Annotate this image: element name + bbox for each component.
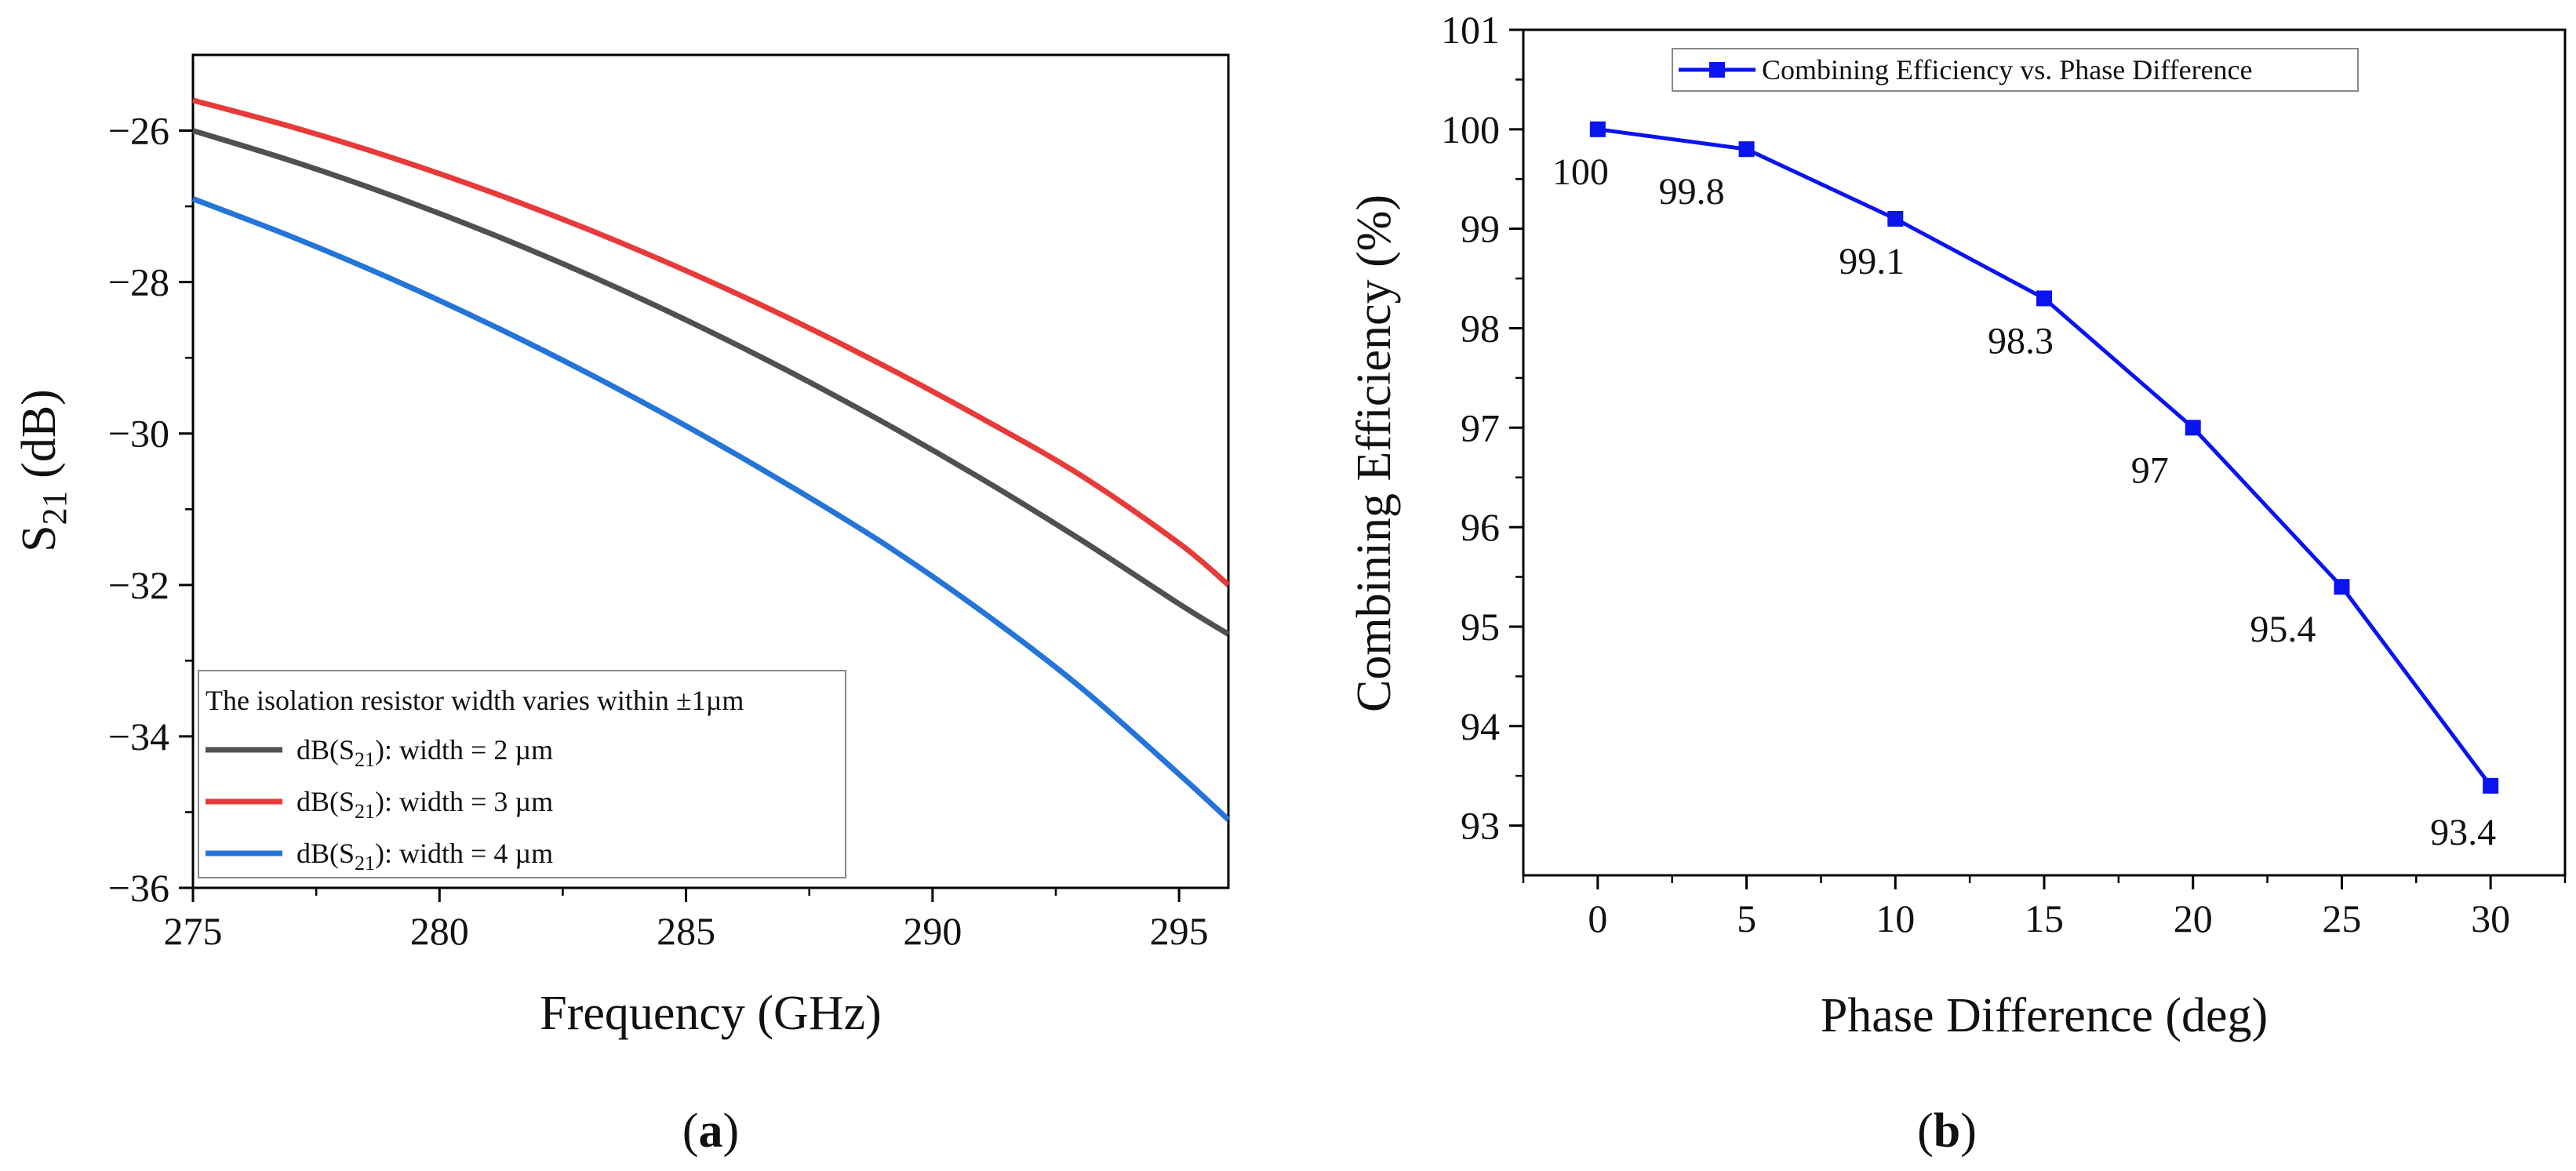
- panel-b-legend: Combining Efficiency vs. Phase Differenc…: [1672, 48, 2359, 92]
- panel-b-y-tick-label: 97: [1461, 405, 1500, 449]
- panel-a-x-tick-label: 285: [657, 909, 715, 953]
- panel-b-legend-label: Combining Efficiency vs. Phase Differenc…: [1762, 54, 2253, 85]
- panel-b-y-tick-label: 96: [1461, 505, 1500, 549]
- panel-b-y-tick-label: 101: [1441, 8, 1500, 52]
- panel-b-data-point: [2483, 777, 2499, 794]
- panel-b-data-point: [2334, 579, 2350, 595]
- panel-a-y-tick-label: −32: [108, 563, 169, 607]
- panel-a-legend-label: dB(S21): width = 4 µm: [297, 838, 553, 875]
- panel-b-data-label: 99.8: [1659, 171, 1725, 213]
- panel-a-y-axis-label: S21 (dB): [13, 389, 74, 552]
- panel-a-caption: (a): [682, 1104, 739, 1158]
- panel-a-legend-label: dB(S21): width = 3 µm: [297, 786, 553, 823]
- panel-a-legend-title: The isolation resistor width varies with…: [206, 685, 744, 716]
- panel-a-y-tick-label: −30: [108, 412, 169, 456]
- panel-a-legend: The isolation resistor width varies with…: [198, 670, 846, 878]
- panel-a-x-tick-label: 295: [1150, 909, 1209, 953]
- panel-a-y-tick-label: −36: [108, 866, 169, 910]
- panel-b-data-label: 98.3: [1988, 320, 2054, 362]
- panel-b-data-point: [2185, 420, 2201, 436]
- panel-b-x-tick-label: 10: [1876, 896, 1915, 940]
- panel-a-x-tick-label: 290: [903, 909, 962, 953]
- panel-a-y-tick-label: −26: [108, 109, 169, 153]
- panel-b-data-point: [2036, 290, 2052, 307]
- panel-b-data-point: [1589, 121, 1606, 137]
- panel-b-y-tick-label: 98: [1461, 306, 1500, 350]
- panel-b-legend-box: [1672, 48, 2359, 92]
- panel-b-data-label: 95.4: [2250, 609, 2316, 650]
- panel-b-x-tick-label: 15: [2025, 896, 2064, 940]
- panel-b-x-tick-label: 30: [2471, 896, 2510, 940]
- panel-b-legend-marker: [1709, 62, 1725, 78]
- panel-a-plot-frame: [191, 53, 1230, 889]
- panel-a-series-line-3: [191, 196, 1231, 822]
- panel-b-series: 100 99.8 99.1 98.3 97 95.4 93.4: [1552, 121, 2499, 853]
- panel-a-legend-label: dB(S21): width = 2 µm: [297, 734, 553, 771]
- panel-b-y-tick-label: 99: [1461, 207, 1500, 251]
- panel-a-x-axis-label: Frequency (GHz): [540, 987, 882, 1040]
- panel-a-y-tick-label: −34: [108, 715, 169, 758]
- panel-b-efficiency-chart: 0 5 10 15 20 25 30 93 94 95 96 97 98 99 100 101 100 99.8…: [1348, 8, 2567, 1158]
- panel-a-series-lines: [191, 97, 1231, 822]
- panel-b-y-tick-label: 94: [1461, 704, 1500, 748]
- panel-b-caption: (b): [1917, 1104, 1977, 1158]
- panel-b-x-tick-label: 5: [1737, 896, 1756, 940]
- panel-b-x-tick-label: 0: [1588, 896, 1607, 940]
- panel-b-y-tick-label: 95: [1461, 605, 1500, 649]
- panel-b-series-line: [1597, 127, 2493, 787]
- panel-b-x-tick-label: 25: [2322, 896, 2361, 940]
- panel-b-x-axis-label: Phase Difference (deg): [1821, 989, 2268, 1042]
- panel-a-s21-chart: 275 280 285 290 295 −26 −28 −30 −32 −34 −36 Freque…: [13, 53, 1231, 1158]
- panel-a-ticks: 275 280 285 290 295 −26 −28 −30 −32 −34 −36: [108, 109, 1209, 953]
- panel-a-y-tick-label: −28: [108, 260, 169, 304]
- panel-b-y-tick-label: 93: [1461, 804, 1500, 848]
- panel-a-legend-box: [198, 670, 846, 878]
- panel-a-x-tick-label: 280: [410, 909, 469, 953]
- panel-b-data-point: [1738, 141, 1755, 158]
- panel-a-legend-items: dB(S21): width = 2 µm dB(S21): width = 3 …: [206, 734, 553, 875]
- panel-b-data-label: 99.1: [1839, 241, 1905, 282]
- panel-b-x-tick-label: 20: [2174, 896, 2213, 940]
- panel-b-plot-frame: [1522, 28, 2567, 877]
- panel-b-data-label: 100: [1552, 151, 1609, 193]
- panel-a-series-line-1: [191, 128, 1230, 637]
- panel-a-series-line-2: [192, 97, 1231, 587]
- panel-b-y-axis-label: Combining Efficiency (%): [1348, 195, 1401, 712]
- panel-b-data-label: 93.4: [2430, 812, 2496, 853]
- panel-b-data-point: [1887, 210, 1904, 227]
- panel-a-x-tick-label: 275: [164, 909, 223, 953]
- panel-b-ticks: 0 5 10 15 20 25 30 93 94 95 96 97 98 99 100 101: [1441, 8, 2567, 940]
- panel-b-y-tick-label: 100: [1441, 107, 1500, 151]
- panel-b-data-label: 97: [2131, 449, 2169, 491]
